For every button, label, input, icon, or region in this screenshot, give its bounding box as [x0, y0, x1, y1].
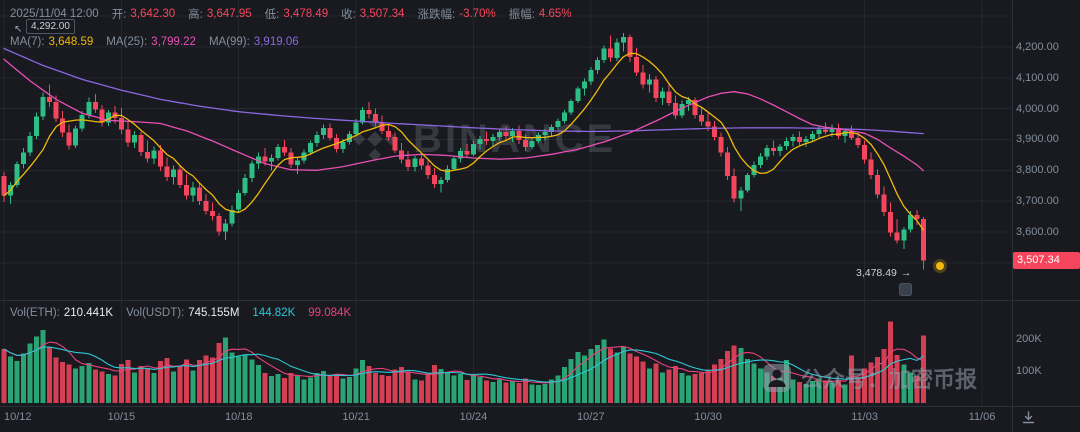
account-logo-icon [763, 364, 791, 392]
price-axis-label: 3,600.00 [1016, 225, 1059, 238]
last-price-badge: 3,507.34 [1013, 252, 1080, 269]
time-axis-label: 11/06 [968, 411, 996, 423]
visible-low-label: 3,478.49 → [856, 267, 912, 279]
volume-header: Vol(ETH): 210.441K Vol(USDT): 745.155M 144… [10, 307, 351, 319]
ohlc-change: 涨跌幅: -3.70% [417, 8, 496, 21]
price-axis-label: 4,100.00 [1016, 71, 1059, 84]
ohlc-header: 2025/11/04 12:00 开: 3,642.30 高: 3,647.95 低… [10, 6, 572, 22]
time-axis-label: 10/21 [342, 411, 370, 423]
ohlc-amplitude: 振幅: 4.65% [508, 8, 572, 21]
ohlc-close: 收: 3,507.34 [341, 8, 405, 21]
price-axis-label: 3,800.00 [1016, 164, 1059, 177]
marker-icon[interactable] [899, 283, 912, 296]
volume-axis-label: 100K [1016, 365, 1042, 377]
price-axis-label: 3,900.00 [1016, 133, 1059, 146]
ma-header: MA(7): 3,648.59 MA(25): 3,799.22 MA(99): 3,… [10, 36, 299, 48]
candle-timestamp: 2025/11/04 12:00 [10, 8, 99, 20]
ma99-readout: MA(99): 3,919.06 [208, 36, 299, 48]
price-axis-label: 3,700.00 [1016, 195, 1059, 208]
price-axis-border [1012, 0, 1013, 432]
visible-high-label: 4,292.00 [26, 19, 75, 34]
arrow-right-icon: → [900, 267, 912, 279]
vol-eth-readout: Vol(ETH): 210.441K [10, 307, 114, 319]
time-axis-label: 10/27 [577, 411, 605, 423]
arrow-up-left-icon: ↖ [14, 24, 23, 35]
time-axis-label: 10/24 [459, 411, 488, 423]
binance-watermark-text: BINANCE [413, 116, 617, 161]
pane-divider [0, 300, 1080, 301]
time-axis-label: 10/18 [224, 411, 253, 423]
binance-watermark: BINANCE [352, 116, 616, 162]
ohlc-high: 高: 3,647.95 [188, 8, 252, 21]
download-icon[interactable] [1021, 410, 1036, 430]
time-axis-divider [0, 406, 1080, 407]
volume-axis-label: 200K [1016, 333, 1042, 345]
ma25-readout: MA(25): 3,799.22 [106, 36, 196, 48]
account-watermark-text: 公众号：加密币报 [801, 367, 978, 392]
time-axis-label: 10/12 [4, 411, 32, 423]
ma7-readout: MA(7): 3,648.59 [10, 36, 94, 48]
vol-usdt-readout: Vol(USDT): 745.155M [126, 307, 240, 319]
time-axis-label: 11/03 [851, 411, 878, 423]
ohlc-low: 低: 3,478.49 [264, 8, 329, 21]
ohlc-open: 开: 3,642.30 [111, 8, 176, 21]
time-axis-label: 10/15 [107, 411, 136, 423]
account-watermark: 公众号：加密币报 [762, 362, 977, 394]
price-axis-label: 4,200.00 [1016, 41, 1059, 53]
time-axis-label: 10/30 [694, 411, 722, 423]
price-axis-label: 4,000.00 [1016, 102, 1059, 115]
last-price-dot [936, 262, 944, 270]
vol-ma-fast-readout: 144.82K [252, 307, 296, 319]
vol-ma-slow-readout: 99.084K [308, 307, 352, 319]
